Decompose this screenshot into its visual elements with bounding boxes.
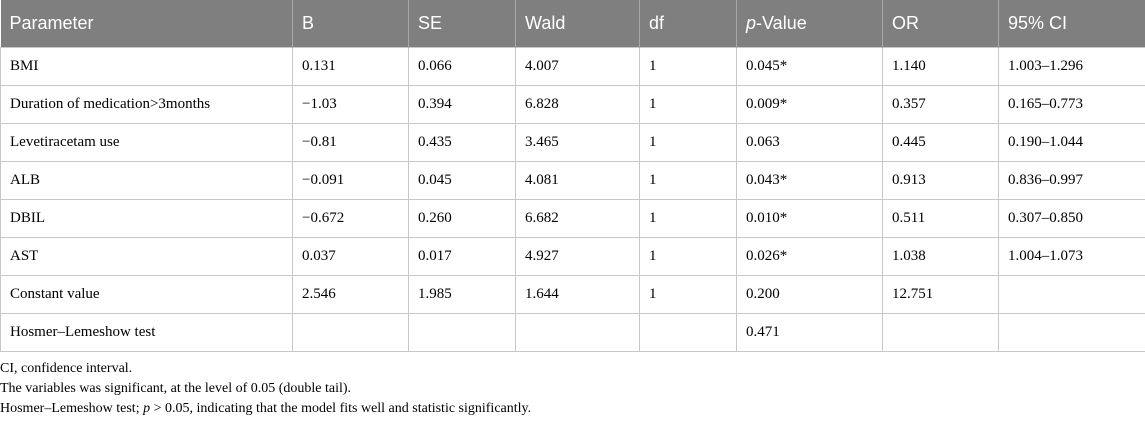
cell-wald: 6.682 xyxy=(515,198,640,238)
cell-se: 0.017 xyxy=(408,236,516,276)
cell-b: 0.131 xyxy=(292,46,409,86)
header-df: df xyxy=(639,0,737,47)
cell-b: −0.81 xyxy=(292,122,409,162)
cell-or: 0.357 xyxy=(882,84,999,124)
cell-wald: 4.927 xyxy=(515,236,640,276)
cell-ci: 0.165–0.773 xyxy=(998,84,1145,124)
cell-p-value: 0.045* xyxy=(736,46,883,86)
cell-b: −0.091 xyxy=(292,160,409,200)
table-row: Hosmer–Lemeshow test 0.471 xyxy=(0,312,1145,352)
cell-b: −1.03 xyxy=(292,84,409,124)
cell-parameter: DBIL xyxy=(0,198,293,238)
cell-parameter: Hosmer–Lemeshow test xyxy=(0,312,293,352)
cell-ci: 0.307–0.850 xyxy=(998,198,1145,238)
cell-parameter: BMI xyxy=(0,46,293,86)
cell-ci: 0.836–0.997 xyxy=(998,160,1145,200)
cell-df: 1 xyxy=(639,198,737,238)
cell-wald: 1.644 xyxy=(515,274,640,314)
cell-se: 0.260 xyxy=(408,198,516,238)
table-row: Constant value 2.546 1.985 1.644 1 0.200 12.75… xyxy=(0,274,1145,314)
table-row: DBIL −0.672 0.260 6.682 1 0.010* 0.511 0.307–0.… xyxy=(0,198,1145,238)
cell-or: 12.751 xyxy=(882,274,999,314)
cell-se: 1.985 xyxy=(408,274,516,314)
cell-parameter: AST xyxy=(0,236,293,276)
cell-p-value: 0.471 xyxy=(736,312,883,352)
cell-se: 0.045 xyxy=(408,160,516,200)
cell-df: 1 xyxy=(639,46,737,86)
header-row: Parameter B SE Wald df p-Value OR 95% CI xyxy=(0,0,1145,47)
cell-or xyxy=(882,312,999,352)
header-or: OR xyxy=(882,0,999,47)
cell-ci xyxy=(998,312,1145,352)
cell-wald: 4.081 xyxy=(515,160,640,200)
header-b: B xyxy=(292,0,409,47)
table-body: BMI 0.131 0.066 4.007 1 0.045* 1.140 1.003–1.29… xyxy=(0,46,1145,352)
cell-parameter: Constant value xyxy=(0,274,293,314)
cell-p-value: 0.026* xyxy=(736,236,883,276)
cell-df xyxy=(639,312,737,352)
regression-table: Parameter B SE Wald df p-Value OR 95% CI… xyxy=(0,0,1145,352)
cell-df: 1 xyxy=(639,122,737,162)
table-row: Duration of medication>3months −1.03 0.394… xyxy=(0,84,1145,124)
header-p-value: p-Value xyxy=(736,0,883,47)
footnotes: CI, confidence interval. The variables w… xyxy=(0,359,531,419)
table-row: AST 0.037 0.017 4.927 1 0.026* 1.038 1.004–1.07… xyxy=(0,236,1145,276)
cell-ci xyxy=(998,274,1145,314)
table-row: BMI 0.131 0.066 4.007 1 0.045* 1.140 1.003–1.29… xyxy=(0,46,1145,86)
cell-wald xyxy=(515,312,640,352)
cell-or: 0.913 xyxy=(882,160,999,200)
cell-wald: 3.465 xyxy=(515,122,640,162)
cell-p-value: 0.200 xyxy=(736,274,883,314)
cell-df: 1 xyxy=(639,160,737,200)
cell-parameter: Levetiracetam use xyxy=(0,122,293,162)
cell-ci: 0.190–1.044 xyxy=(998,122,1145,162)
cell-or: 0.511 xyxy=(882,198,999,238)
table-header: Parameter B SE Wald df p-Value OR 95% CI xyxy=(0,0,1145,47)
footnote-ci: CI, confidence interval. xyxy=(0,361,133,376)
cell-wald: 4.007 xyxy=(515,46,640,86)
cell-or: 1.038 xyxy=(882,236,999,276)
cell-parameter: ALB xyxy=(0,160,293,200)
cell-p-value: 0.009* xyxy=(736,84,883,124)
header-wald: Wald xyxy=(515,0,640,47)
header-ci: 95% CI xyxy=(998,0,1145,47)
cell-or: 0.445 xyxy=(882,122,999,162)
cell-ci: 1.003–1.296 xyxy=(998,46,1145,86)
footnote-significance: The variables was significant, at the le… xyxy=(0,381,352,396)
cell-b: 0.037 xyxy=(292,236,409,276)
cell-parameter: Duration of medication>3months xyxy=(0,84,293,124)
cell-b xyxy=(292,312,409,352)
cell-df: 1 xyxy=(639,274,737,314)
cell-se: 0.435 xyxy=(408,122,516,162)
cell-b: −0.672 xyxy=(292,198,409,238)
p-italic: p xyxy=(746,12,757,33)
table-row: Levetiracetam use −0.81 0.435 3.465 1 0.063 0.… xyxy=(0,122,1145,162)
cell-se: 0.394 xyxy=(408,84,516,124)
cell-df: 1 xyxy=(639,236,737,276)
cell-or: 1.140 xyxy=(882,46,999,86)
cell-se xyxy=(408,312,516,352)
cell-p-value: 0.010* xyxy=(736,198,883,238)
header-se: SE xyxy=(408,0,516,47)
cell-df: 1 xyxy=(639,84,737,124)
cell-wald: 6.828 xyxy=(515,84,640,124)
footnote-hosmer: Hosmer–Lemeshow test; p > 0.05, indicati… xyxy=(0,401,532,416)
cell-se: 0.066 xyxy=(408,46,516,86)
header-parameter: Parameter xyxy=(0,0,293,47)
cell-ci: 1.004–1.073 xyxy=(998,236,1145,276)
cell-p-value: 0.043* xyxy=(736,160,883,200)
table-row: ALB −0.091 0.045 4.081 1 0.043* 0.913 0.836–0.9… xyxy=(0,160,1145,200)
cell-b: 2.546 xyxy=(292,274,409,314)
cell-p-value: 0.063 xyxy=(736,122,883,162)
